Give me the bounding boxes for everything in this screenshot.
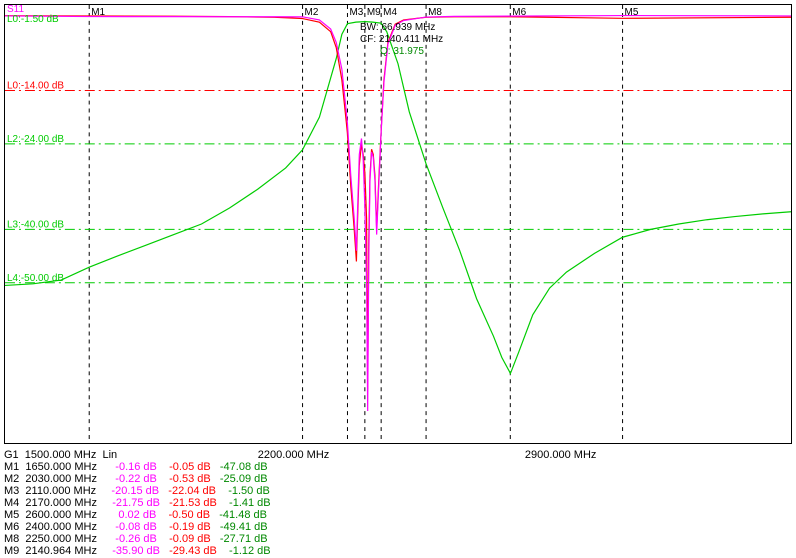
cell-M2-freq: 2030.000 MHz (25, 473, 109, 485)
cell-M4-v3: -1.41 dB (223, 497, 271, 509)
annot-bw: BW: 66.939 MHz (360, 23, 435, 33)
cell-M9-v1: -35.90 dB (109, 545, 166, 557)
marker-table: G1 1500.000 MHz Lin 2200.000 MHz 2900.00… (4, 449, 792, 557)
cell-M4-v1: -21.75 dB (109, 497, 166, 509)
ref-label-L2: L2:-24.00 dB (7, 134, 64, 145)
cell-M5-id: M5 (4, 509, 25, 521)
marker-label-M9: M9 (367, 7, 381, 18)
cell-M4-v2: -21.53 dB (166, 497, 223, 509)
cell-M6-id: M6 (4, 521, 25, 533)
cell-M3-v1: -20.15 dB (108, 485, 165, 497)
ref-label-L0: L0:-14.00 dB (7, 80, 64, 91)
cell-M8-v1: -0.26 dB (109, 533, 163, 545)
cell-M3-v3: -1.50 dB (222, 485, 270, 497)
marker-label-M3: M3 (349, 7, 363, 18)
cell-M5-v2: -0.50 dB (162, 509, 216, 521)
cell-M9-v2: -29.43 dB (166, 545, 223, 557)
cell-M1-v1: -0.16 dB (109, 461, 163, 473)
cell-M6-v2: -0.19 dB (163, 521, 217, 533)
cell-M6-v1: -0.08 dB (109, 521, 163, 533)
cell-M8-freq: 2250.000 MHz (25, 533, 109, 545)
annot-q: Q: 31.975 (380, 47, 424, 57)
marker-label-M5: M5 (625, 7, 639, 18)
cell-M1-freq: 1650.000 MHz (25, 461, 109, 473)
marker-label-M4: M4 (383, 7, 397, 18)
cell-M3-freq: 2110.000 MHz (25, 485, 108, 497)
cell-M2-v2: -0.53 dB (163, 473, 217, 485)
cell-M8-v2: -0.09 dB (163, 533, 217, 545)
chart-area: M1M2M3M9M4M8M6M5L0:-14.00 dBL2:-24.00 dB… (4, 4, 792, 444)
ref-label-L4: L4:-50.00 dB (7, 273, 64, 284)
marker-label-M2: M2 (305, 7, 319, 18)
g1-scale: Lin (102, 449, 117, 461)
label-top-ref: L0:-1.50 dB (7, 15, 59, 25)
trace-magenta (5, 16, 791, 411)
chart-svg: M1M2M3M9M4M8M6M5L0:-14.00 dBL2:-24.00 dB… (5, 5, 791, 443)
trace-green (5, 22, 791, 374)
g1-label: G1 (4, 449, 25, 461)
cell-M3-v2: -22.04 dB (165, 485, 222, 497)
trace-red (5, 16, 791, 390)
cell-M6-freq: 2400.000 MHz (25, 521, 109, 533)
cell-M1-id: M1 (4, 461, 25, 473)
g1-freq: 1500.000 MHz (25, 449, 103, 461)
xaxis-right: 2900.000 MHz (329, 449, 596, 461)
cell-M9-v3: -1.12 dB (223, 545, 271, 557)
cell-M8-v3: -27.71 dB (217, 533, 268, 545)
cell-M5-v3: -41.48 dB (216, 509, 267, 521)
cell-M5-freq: 2600.000 MHz (25, 509, 109, 521)
cell-M9-freq: 2140.964 MHz (25, 545, 109, 557)
cell-M5-v1: 0.02 dB (109, 509, 162, 521)
annot-cf: CF: 2140.411 MHz (360, 35, 443, 45)
cell-M4-freq: 2170.000 MHz (25, 497, 109, 509)
cell-M2-v1: -0.22 dB (109, 473, 163, 485)
cell-M2-v3: -25.09 dB (217, 473, 268, 485)
cell-M8-id: M8 (4, 533, 25, 545)
cell-M2-id: M2 (4, 473, 25, 485)
xaxis-center: 2200.000 MHz (117, 449, 329, 461)
cell-M3-id: M3 (4, 485, 25, 497)
ref-label-L3: L3:-40.00 dB (7, 219, 64, 230)
cell-M6-v3: -49.41 dB (217, 521, 268, 533)
cell-M1-v2: -0.05 dB (163, 461, 217, 473)
cell-M9-id: M9 (4, 545, 25, 557)
cell-M1-v3: -47.08 dB (217, 461, 268, 473)
cell-M4-id: M4 (4, 497, 25, 509)
